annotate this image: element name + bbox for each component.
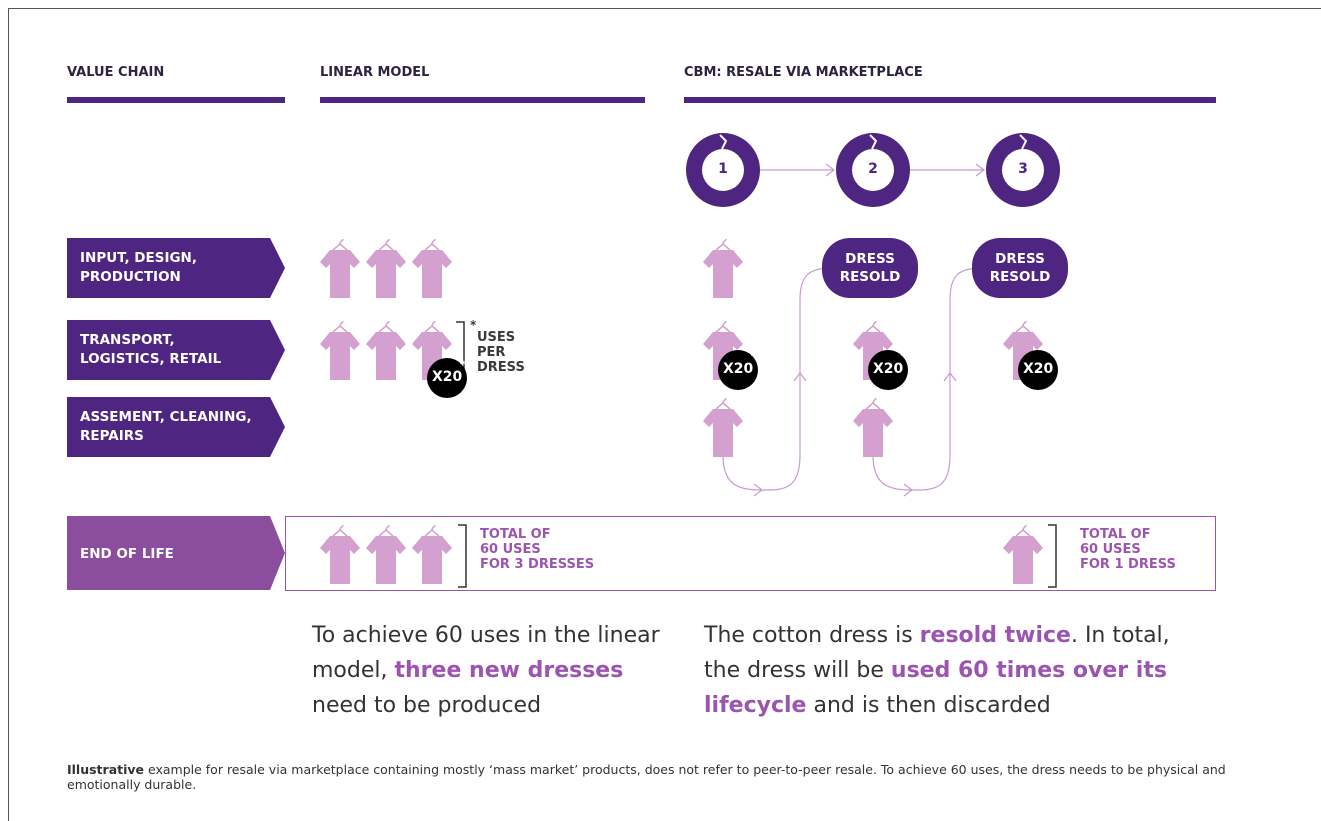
text-run: To achieve 60 uses in the linear model, (312, 623, 660, 683)
dress-icon (411, 238, 453, 299)
text-run: example for resale via marketplace conta… (67, 762, 1226, 792)
column-header: LINEAR MODEL (320, 65, 430, 80)
dress-icon (411, 524, 453, 585)
dress-icon (365, 524, 407, 585)
dress-icon (702, 397, 744, 458)
resold-label: RESOLD (989, 269, 1051, 285)
step-arrows (760, 163, 985, 177)
end-of-life-frame (285, 516, 1216, 591)
emphasis: used 60 times over its lifecycle (704, 658, 1167, 718)
badge-mark: * (1051, 350, 1057, 363)
badge-circle (868, 350, 908, 390)
linear-paragraph: To achieve 60 uses in the linear model, … (312, 618, 672, 723)
header-bar (684, 97, 1216, 103)
emphasis: resold twice (919, 623, 1071, 648)
resold-label: DRESS (995, 251, 1045, 267)
dress-icon (319, 320, 361, 381)
footnote: Illustrative example for resale via mark… (67, 762, 1227, 792)
text-run: The cotton dress is (704, 623, 920, 648)
column-header: CBM: RESALE VIA MARKETPLACE (684, 65, 923, 80)
row-label: PRODUCTION (80, 269, 181, 285)
emphasis: three new dresses (394, 658, 624, 683)
dress-icon (702, 238, 744, 299)
total-text: TOTAL OF (1080, 527, 1151, 542)
total-text: FOR 1 DRESS (1080, 557, 1176, 572)
frame (8, 8, 1321, 821)
note-text: PER (477, 345, 506, 360)
row-label: ASSEMENT, CLEANING, (80, 409, 252, 425)
row-label: TRANSPORT, (80, 332, 175, 348)
row-label: END OF LIFE (80, 546, 174, 562)
row-label: LOGISTICS, RETAIL (80, 351, 222, 367)
badge-label: X20 (723, 361, 754, 377)
dress-icon (852, 397, 894, 458)
text-run: and is then discarded (806, 693, 1051, 718)
note-text: USES (477, 330, 516, 345)
total-text: 60 USES (480, 542, 541, 557)
resold-label: RESOLD (839, 269, 901, 285)
note-mark: * (470, 318, 477, 332)
cbm-paragraph: The cotton dress is resold twice. In tot… (704, 618, 1184, 723)
text-run: need to be produced (312, 693, 542, 718)
dress-icon (319, 524, 361, 585)
total-text: FOR 3 DRESSES (480, 557, 595, 572)
note-text: DRESS (477, 360, 525, 375)
step-number: 3 (1018, 161, 1028, 177)
dress-icon (319, 238, 361, 299)
badge-circle (718, 350, 758, 390)
column-header: VALUE CHAIN (67, 65, 165, 80)
step-number: 2 (868, 161, 878, 177)
header-bar (67, 97, 285, 103)
dress-icon (365, 320, 407, 381)
total-text: TOTAL OF (480, 527, 551, 542)
header-bar (320, 97, 645, 103)
dress-icon (365, 238, 407, 299)
badge-label: X20 (1023, 361, 1054, 377)
resold-pill (822, 238, 918, 298)
badge-mark: * (751, 350, 757, 363)
dresses (319, 238, 1044, 585)
end-of-life-arrow (67, 516, 285, 590)
dress-icon (1002, 524, 1044, 585)
row-label: INPUT, DESIGN, (80, 250, 197, 266)
resold-label: DRESS (845, 251, 895, 267)
badge-circle (1018, 350, 1058, 390)
step-circles (686, 133, 1060, 207)
row-label: REPAIRS (80, 428, 144, 444)
total-text: 60 USES (1080, 542, 1141, 557)
text-run: . In total, the dress will be (704, 623, 1170, 683)
badge-mark: * (901, 350, 907, 363)
emphasis: Illustrative (67, 762, 145, 777)
resold-pill (972, 238, 1068, 298)
badge-label: X20 (873, 361, 904, 377)
badge-label: X20 (432, 369, 463, 385)
badge-mark: * (460, 358, 466, 371)
row-arrows (67, 238, 285, 457)
badge-circle (427, 358, 467, 398)
badges (427, 350, 1058, 398)
step-number: 1 (718, 161, 728, 177)
